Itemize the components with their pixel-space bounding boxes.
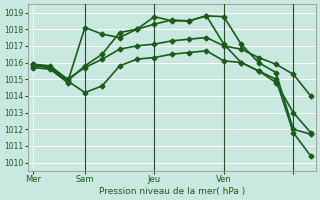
X-axis label: Pression niveau de la mer( hPa ): Pression niveau de la mer( hPa ) (99, 187, 245, 196)
